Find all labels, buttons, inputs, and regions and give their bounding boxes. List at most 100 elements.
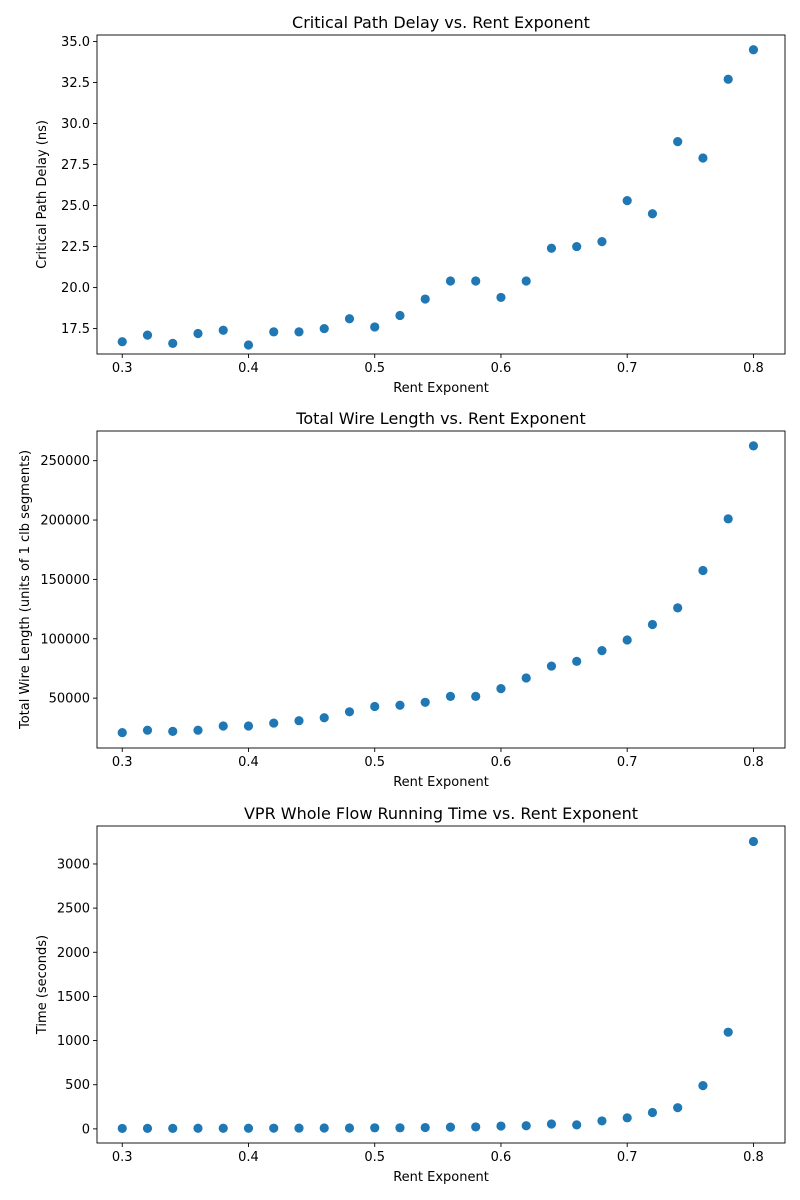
- data-point: [723, 74, 733, 84]
- data-point: [673, 603, 683, 613]
- data-point: [269, 1123, 279, 1133]
- data-point: [218, 325, 228, 335]
- y-tick-label: 100000: [40, 632, 90, 647]
- data-point: [471, 276, 481, 286]
- data-point: [370, 1123, 380, 1133]
- x-tick-label: 0.7: [617, 361, 638, 376]
- data-point: [243, 721, 254, 731]
- y-tick-label: 25.0: [61, 199, 90, 214]
- data-point: [218, 1123, 228, 1133]
- data-point: [445, 691, 456, 701]
- y-tick-label: 250000: [40, 454, 90, 469]
- data-point: [521, 276, 531, 286]
- data-point: [117, 727, 127, 738]
- data-point: [294, 716, 304, 726]
- x-tick-label: 0.4: [238, 755, 259, 770]
- chart-panel-3: VPR Whole Flow Running Time vs. Rent Exp…: [35, 804, 786, 1185]
- y-tick-label: 50000: [49, 692, 90, 707]
- data-point: [193, 328, 203, 339]
- data-point: [622, 635, 632, 645]
- data-point: [647, 619, 658, 630]
- data-point: [622, 196, 632, 206]
- y-tick-label: 200000: [40, 514, 90, 529]
- x-axis-label: Rent Exponent: [393, 381, 489, 396]
- data-point: [748, 45, 759, 55]
- y-tick-label: 1000: [57, 1034, 90, 1049]
- data-point: [445, 1122, 456, 1132]
- data-point: [395, 1123, 405, 1133]
- data-point: [370, 322, 380, 332]
- data-point: [168, 1123, 178, 1133]
- chart-title: Total Wire Length vs. Rent Exponent: [295, 409, 585, 428]
- y-tick-label: 17.5: [61, 322, 90, 337]
- data-point: [168, 338, 178, 348]
- data-point: [294, 1123, 304, 1133]
- data-point: [294, 327, 304, 337]
- data-point: [395, 700, 405, 710]
- x-tick-label: 0.7: [617, 1150, 638, 1165]
- data-point: [471, 1122, 481, 1132]
- data-point: [647, 209, 658, 219]
- x-tick-label: 0.3: [112, 361, 133, 376]
- data-point: [269, 327, 279, 337]
- data-point: [471, 691, 481, 701]
- data-point: [698, 565, 708, 576]
- data-point: [370, 701, 380, 712]
- x-tick-label: 0.8: [743, 755, 764, 770]
- y-tick-label: 30.0: [61, 117, 90, 132]
- data-point: [698, 153, 708, 163]
- y-axis-label: Total Wire Length (units of 1 clb segmen…: [18, 450, 33, 730]
- y-tick-label: 500: [65, 1078, 90, 1093]
- data-point: [496, 684, 506, 694]
- data-point: [597, 1116, 607, 1126]
- data-point: [723, 1027, 733, 1037]
- data-point: [218, 721, 228, 731]
- data-point: [622, 1113, 632, 1123]
- data-point: [142, 330, 153, 340]
- data-point: [319, 1123, 329, 1133]
- x-tick-label: 0.3: [112, 1150, 133, 1165]
- y-tick-label: 35.0: [61, 35, 90, 50]
- data-point: [420, 697, 430, 707]
- x-tick-label: 0.8: [743, 361, 764, 376]
- plot-frame: [96, 825, 786, 1144]
- x-tick-label: 0.6: [491, 755, 512, 770]
- y-tick-label: 27.5: [61, 158, 90, 173]
- plot-frame: [96, 430, 786, 749]
- data-point: [496, 292, 506, 303]
- data-point: [546, 1119, 557, 1129]
- y-tick-label: 32.5: [61, 76, 90, 91]
- data-point: [546, 661, 557, 671]
- data-point: [395, 310, 405, 321]
- data-point: [319, 713, 329, 723]
- data-point: [521, 673, 531, 683]
- x-axis-label: Rent Exponent: [393, 775, 489, 790]
- chart-title: VPR Whole Flow Running Time vs. Rent Exp…: [244, 804, 638, 823]
- data-point: [597, 237, 607, 247]
- data-point: [420, 294, 430, 304]
- data-point: [243, 340, 254, 350]
- data-point: [496, 1121, 506, 1131]
- data-point: [572, 1120, 582, 1130]
- data-point: [521, 1121, 531, 1131]
- x-tick-label: 0.3: [112, 755, 133, 770]
- data-point: [142, 1123, 153, 1133]
- data-point: [269, 718, 279, 728]
- data-point: [193, 725, 203, 735]
- data-point: [698, 1081, 708, 1091]
- data-point: [117, 1123, 127, 1134]
- x-tick-label: 0.5: [364, 755, 385, 770]
- data-point: [723, 514, 733, 524]
- y-tick-label: 150000: [40, 573, 90, 588]
- data-point: [546, 243, 557, 253]
- y-tick-label: 0: [82, 1122, 90, 1137]
- data-point: [597, 646, 607, 656]
- data-point: [243, 1123, 254, 1133]
- x-tick-label: 0.8: [743, 1150, 764, 1165]
- plot-frame: [96, 34, 786, 355]
- data-point: [647, 1107, 658, 1118]
- chart-panel-2: Total Wire Length vs. Rent Exponent 0.3 0.…: [18, 409, 786, 790]
- y-axis-label: Critical Path Delay (ns): [35, 120, 50, 269]
- data-point: [344, 707, 355, 717]
